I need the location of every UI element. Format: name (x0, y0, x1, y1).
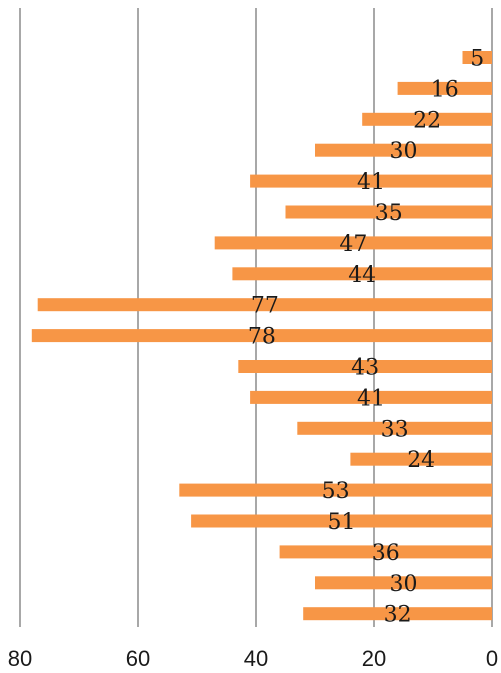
bar (232, 267, 492, 281)
data-label: 30 (390, 572, 418, 597)
bar (350, 452, 492, 466)
bars (31, 51, 493, 621)
data-label: 77 (251, 294, 279, 319)
data-label: 30 (390, 139, 418, 164)
bar (191, 514, 492, 528)
x-axis-ticks: 0 20 40 60 80 (8, 646, 498, 671)
bar (214, 236, 492, 250)
x-tick-label: 0 (486, 646, 498, 671)
data-label: 53 (322, 479, 350, 504)
data-label: 22 (413, 108, 441, 133)
data-label: 5 (470, 47, 484, 72)
x-tick-label: 80 (8, 646, 32, 671)
data-label: 41 (357, 170, 385, 195)
x-tick-label: 40 (244, 646, 268, 671)
bar (31, 329, 493, 343)
bar (315, 576, 492, 590)
data-label: 41 (357, 386, 385, 411)
data-label: 47 (339, 232, 367, 257)
x-tick-label: 20 (362, 646, 386, 671)
bar (462, 51, 492, 64)
bar (303, 607, 492, 621)
bar (297, 421, 492, 435)
data-label: 43 (351, 356, 379, 381)
bar (250, 390, 492, 404)
bar (279, 545, 492, 559)
data-label: 44 (348, 263, 376, 288)
bar (238, 360, 492, 373)
bar (397, 81, 492, 95)
x-tick-label: 60 (126, 646, 150, 671)
bar (37, 298, 492, 312)
data-label: 24 (407, 448, 435, 473)
data-label: 35 (375, 201, 403, 226)
bar (179, 483, 493, 497)
bar (362, 112, 492, 126)
data-label: 51 (328, 510, 356, 535)
data-label: 16 (431, 77, 459, 102)
bar (250, 174, 492, 188)
data-label: 32 (384, 603, 412, 628)
bar (315, 143, 492, 157)
bar (285, 205, 492, 219)
data-label: 36 (372, 541, 400, 566)
data-label: 33 (381, 417, 409, 442)
data-label: 78 (248, 325, 276, 350)
